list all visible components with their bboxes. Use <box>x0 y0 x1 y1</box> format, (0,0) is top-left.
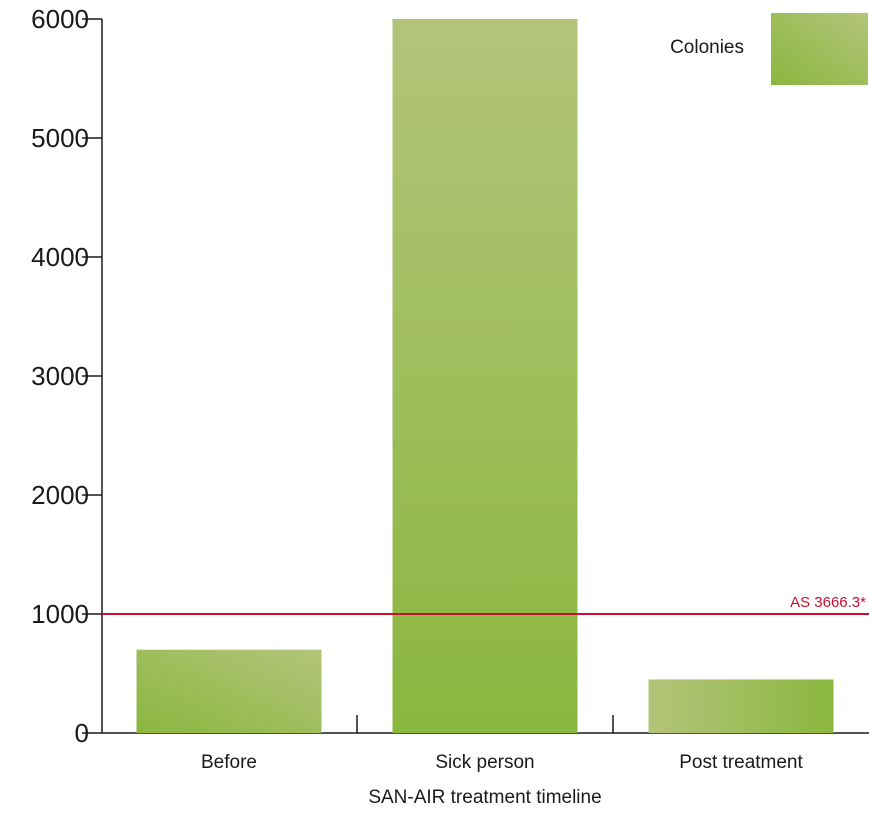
y-tick-label: 0 <box>75 718 89 748</box>
legend-label: Colonies <box>670 37 744 58</box>
y-tick-label: 4000 <box>31 242 89 272</box>
y-tick-label: 6000 <box>31 4 89 34</box>
legend-swatch <box>771 13 868 85</box>
y-tick-label: 5000 <box>31 123 89 153</box>
category-label: Sick person <box>435 752 534 773</box>
y-tick-label: 3000 <box>31 361 89 391</box>
y-tick-label: 2000 <box>31 480 89 510</box>
category-label: Before <box>201 752 257 773</box>
y-tick-label: 1000 <box>31 599 89 629</box>
legend: Colonies <box>670 13 868 85</box>
bar <box>136 649 322 733</box>
y-ticks: 0 1000 2000 3000 4000 5000 6000 <box>31 4 102 748</box>
bars <box>136 19 834 733</box>
reference-line-group: AS 3666.3* <box>102 594 869 615</box>
x-ticks <box>356 715 614 733</box>
bar <box>392 19 578 733</box>
bar <box>648 679 834 733</box>
category-label: Post treatment <box>679 752 803 773</box>
category-labels: Before Sick person Post treatment <box>201 752 803 773</box>
reference-line-label: AS 3666.3* <box>790 594 866 611</box>
x-axis-title: SAN-AIR treatment timeline <box>368 787 601 808</box>
